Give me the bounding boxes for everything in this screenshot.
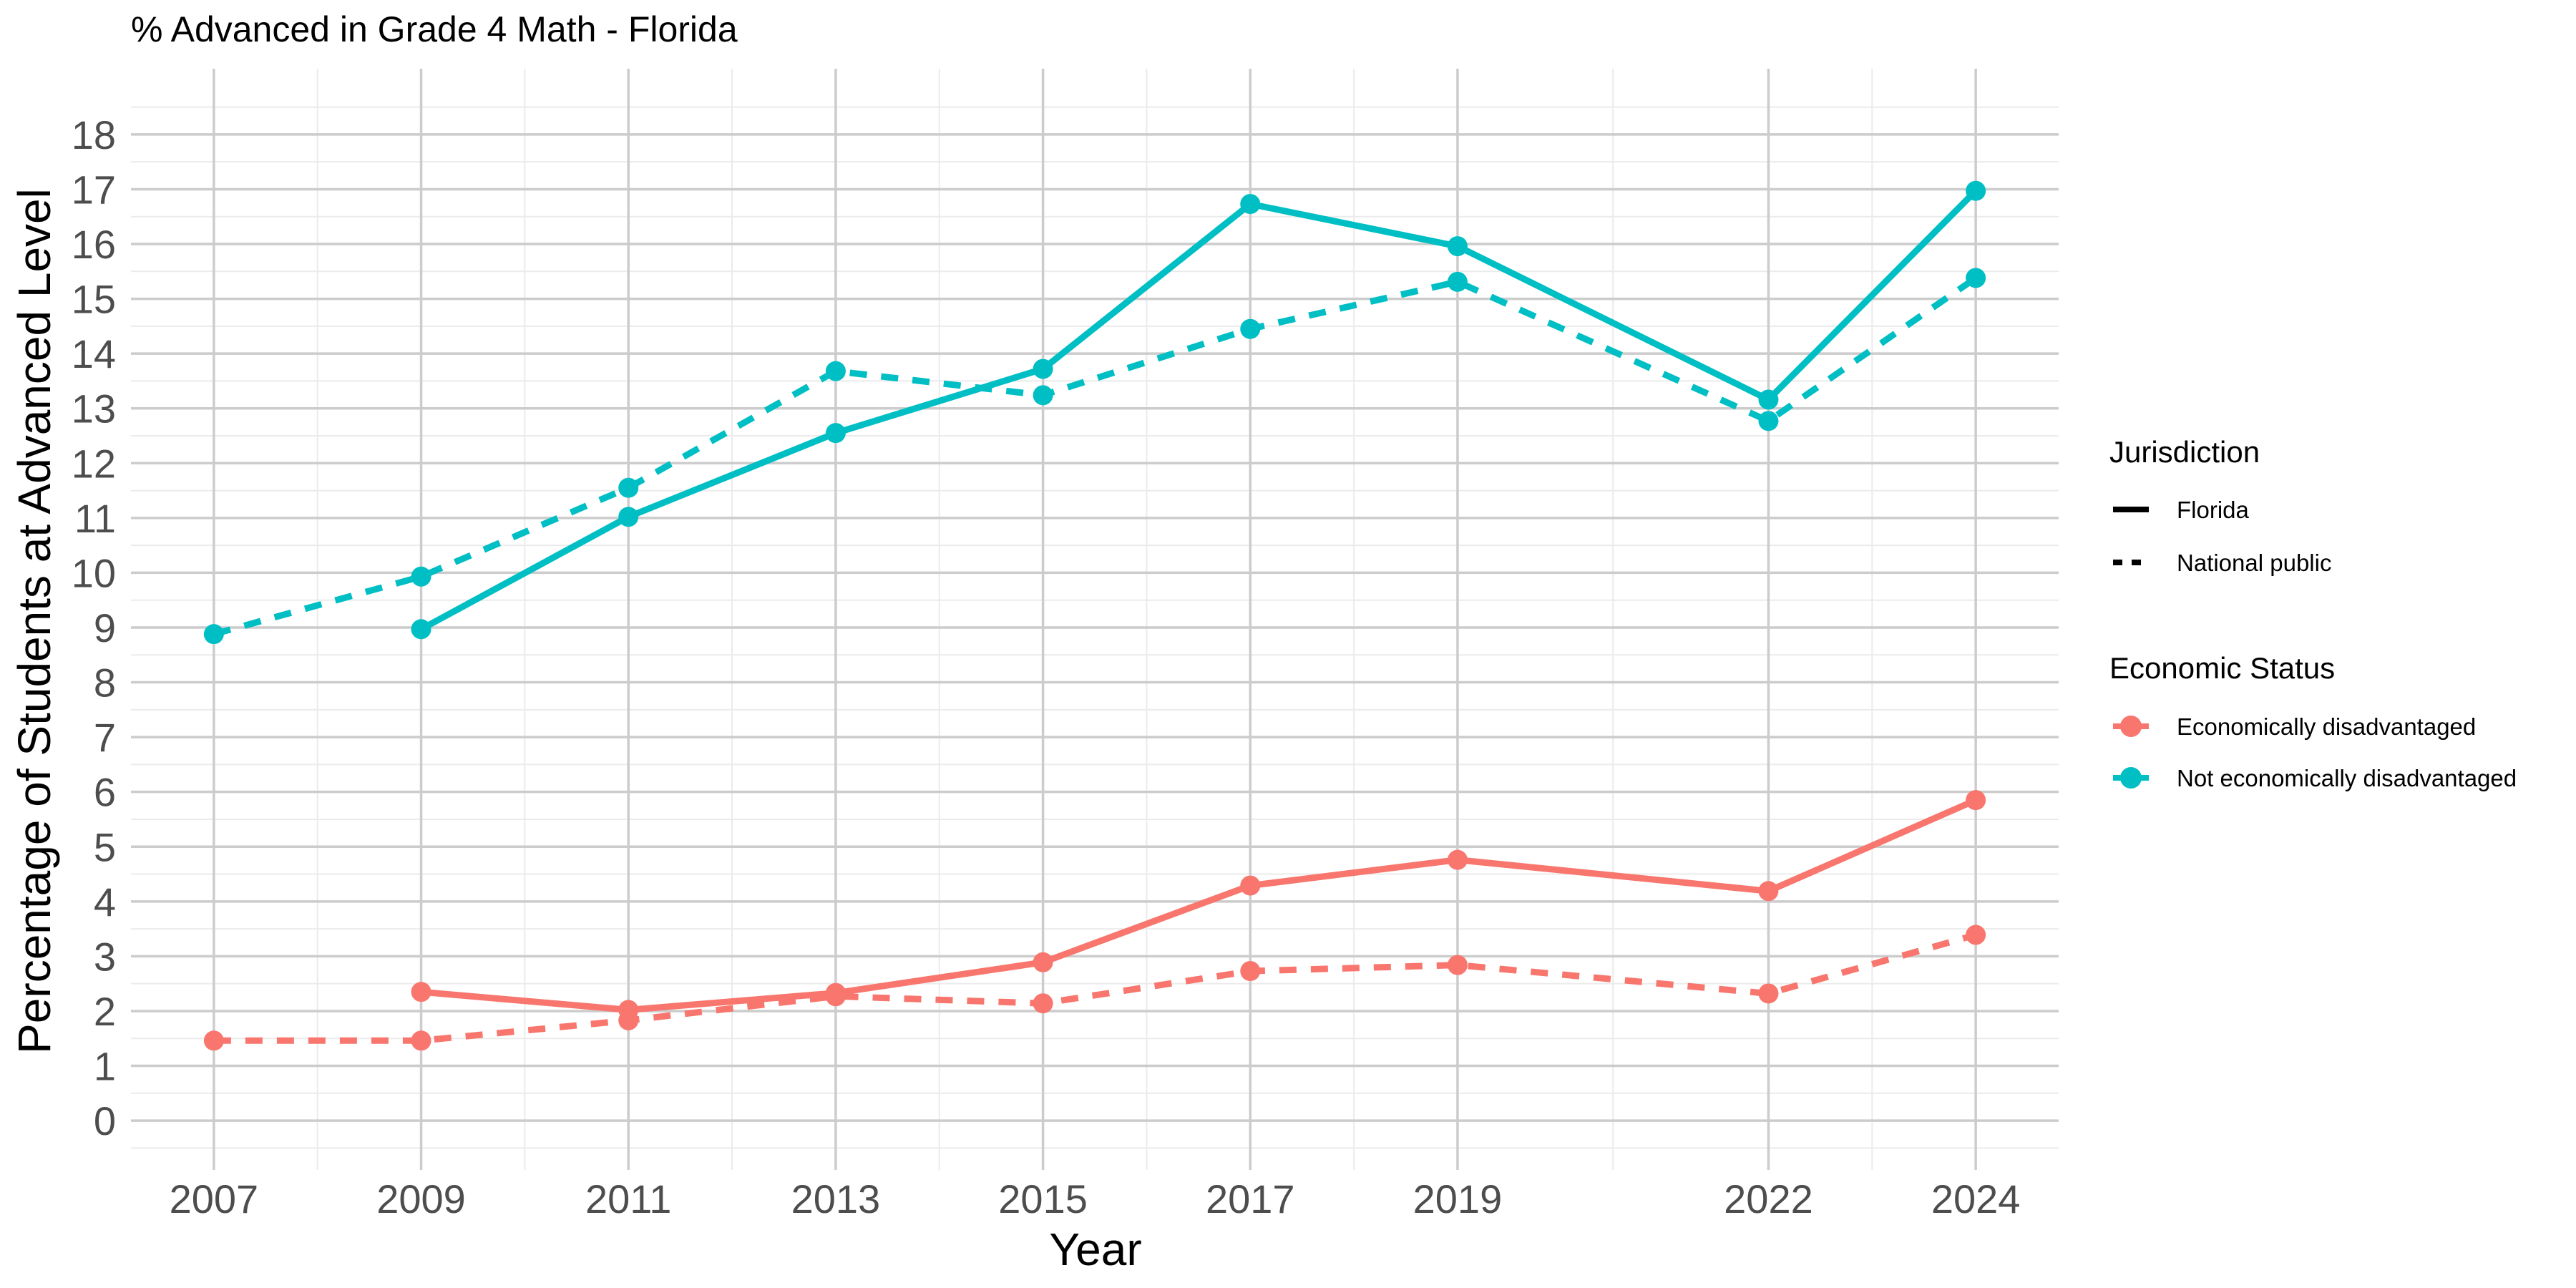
data-point-3-1	[411, 566, 431, 587]
data-point-1-0	[203, 1030, 224, 1051]
data-point-2-3	[1033, 358, 1053, 379]
series-line-0	[421, 797, 1977, 1013]
data-point-0-0	[411, 982, 431, 1002]
y-axis-title: Percentage of Students at Advanced Level	[9, 188, 60, 1054]
y-tick-label: 11	[74, 496, 116, 541]
data-point-0-4	[1240, 875, 1261, 896]
legend-jurisdiction-title: Jurisdiction	[2109, 435, 2260, 469]
data-point-0-3	[1033, 952, 1053, 972]
y-tick-label: 15	[72, 277, 116, 322]
legend-econ-disadv-label: Economically disadvantaged	[2177, 713, 2476, 740]
x-tick-label: 2007	[170, 1176, 259, 1221]
data-point-3-2	[618, 477, 639, 498]
x-tick-label: 2015	[998, 1176, 1088, 1221]
data-point-2-0	[411, 619, 431, 640]
chart-title: % Advanced in Grade 4 Math - Florida	[131, 9, 738, 49]
y-tick-label: 16	[72, 222, 116, 267]
legend-status-title: Economic Status	[2109, 651, 2335, 685]
legend-national-public-label: National public	[2177, 550, 2331, 576]
y-tick-label: 9	[94, 605, 116, 650]
y-tick-label: 10	[72, 550, 116, 595]
data-point-2-5	[1447, 236, 1468, 257]
data-point-3-7	[1758, 411, 1779, 431]
data-point-3-3	[825, 361, 846, 381]
x-tick-label: 2013	[791, 1176, 881, 1221]
data-point-2-6	[1758, 389, 1779, 410]
data-point-1-3	[825, 986, 846, 1007]
x-tick-label: 2022	[1724, 1176, 1813, 1221]
data-point-3-0	[203, 624, 224, 645]
y-tick-label: 4	[94, 879, 116, 924]
y-tick-label: 1	[94, 1044, 116, 1089]
legend: Jurisdiction Florida National public Eco…	[2109, 435, 2517, 791]
y-tick-label: 5	[94, 824, 116, 869]
y-tick-label: 18	[72, 112, 116, 157]
data-point-2-4	[1240, 194, 1261, 215]
x-axis-ticks: 2007 2009 2011 2013 2015 2017 2019 2022 2024	[170, 1176, 2021, 1221]
y-tick-label: 8	[94, 660, 116, 706]
series-line-1	[213, 932, 1977, 1044]
y-tick-label: 2	[94, 989, 116, 1034]
y-tick-label: 7	[94, 715, 116, 760]
y-tick-label: 14	[72, 331, 116, 376]
data-point-1-1	[411, 1030, 431, 1051]
x-tick-label: 2011	[585, 1176, 671, 1221]
data-point-1-5	[1240, 961, 1261, 982]
data-point-1-7	[1758, 983, 1779, 1004]
series-line-2	[419, 188, 1979, 633]
y-tick-label: 13	[72, 386, 116, 431]
data-point-2-1	[618, 507, 639, 527]
y-tick-label: 6	[94, 770, 116, 815]
y-tick-label: 12	[72, 441, 116, 486]
y-tick-label: 0	[94, 1098, 116, 1143]
legend-econ-disadv-key-point	[2120, 716, 2142, 737]
data-point-1-8	[1966, 924, 1986, 945]
x-tick-label: 2009	[376, 1176, 466, 1221]
legend-not-econ-disadv-label: Not economically disadvantaged	[2177, 765, 2517, 791]
series-layer	[203, 180, 1986, 1051]
data-point-0-5	[1447, 849, 1468, 870]
y-tick-label: 3	[94, 934, 116, 979]
x-tick-label: 2017	[1206, 1176, 1295, 1221]
x-axis-title: Year	[1049, 1224, 1141, 1275]
data-point-3-6	[1447, 271, 1468, 292]
x-tick-label: 2019	[1413, 1176, 1503, 1221]
data-point-1-4	[1033, 993, 1053, 1014]
data-point-0-7	[1966, 790, 1986, 811]
data-point-0-6	[1758, 881, 1779, 902]
legend-florida-label: Florida	[2177, 497, 2250, 523]
y-tick-label: 17	[72, 167, 116, 212]
data-point-1-6	[1447, 955, 1468, 975]
x-tick-label: 2024	[1931, 1176, 2021, 1221]
data-point-3-8	[1966, 268, 1986, 288]
grid	[131, 69, 2059, 1170]
data-point-3-4	[1033, 385, 1053, 406]
data-point-1-2	[618, 1010, 639, 1030]
data-point-2-7	[1966, 180, 1986, 201]
data-point-2-2	[825, 423, 846, 444]
legend-not-econ-disadv-key-point	[2120, 767, 2142, 789]
data-point-3-5	[1240, 318, 1261, 339]
